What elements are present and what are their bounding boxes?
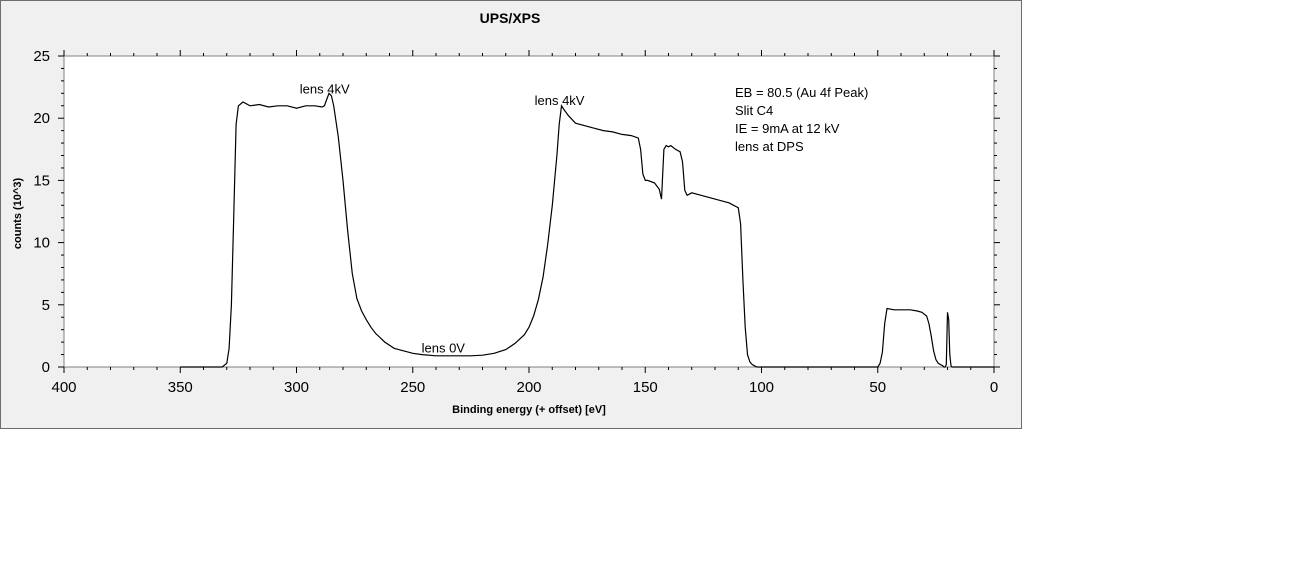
note-line: Slit C4 — [735, 103, 773, 118]
x-tick-label: 250 — [400, 379, 425, 396]
y-tick-label: 0 — [42, 359, 50, 376]
axis-ticks — [58, 50, 1000, 373]
notes-block: EB = 80.5 (Au 4f Peak) Slit C4 IE = 9mA at… — [735, 85, 868, 154]
x-tick-label: 350 — [168, 379, 193, 396]
plot-area — [63, 55, 995, 368]
y-tick-label: 25 — [33, 48, 50, 65]
x-tick-labels: 400 350 300 250 200 150 100 50 0 — [51, 379, 998, 396]
x-tick-label: 0 — [990, 379, 998, 396]
x-tick-label: 50 — [869, 379, 886, 396]
y-tick-label: 15 — [33, 172, 50, 189]
x-tick-label: 200 — [516, 379, 541, 396]
y-tick-label: 5 — [42, 297, 50, 314]
x-axis-label: Binding energy (+ offset) [eV] — [452, 404, 606, 416]
note-line: EB = 80.5 (Au 4f Peak) — [735, 85, 868, 100]
annotation-label: lens 0V — [422, 340, 466, 355]
x-tick-label: 150 — [633, 379, 658, 396]
x-tick-label: 400 — [51, 379, 76, 396]
series-line — [180, 92, 994, 368]
note-line: lens at DPS — [735, 139, 804, 154]
annotation-label: lens 4kV — [535, 93, 585, 108]
y-tick-label: 10 — [33, 235, 50, 252]
annotations: lens 4kV lens 0V lens 4kV — [300, 82, 585, 356]
x-tick-label: 300 — [284, 379, 309, 396]
y-axis-label: counts (10^3) — [12, 178, 24, 250]
y-tick-labels: 0 5 10 15 20 25 — [33, 48, 50, 376]
y-tick-label: 20 — [33, 110, 50, 127]
chart-title: UPS/XPS — [480, 10, 541, 26]
annotation-label: lens 4kV — [300, 82, 350, 97]
note-line: IE = 9mA at 12 kV — [735, 121, 840, 136]
x-tick-label: 100 — [749, 379, 774, 396]
